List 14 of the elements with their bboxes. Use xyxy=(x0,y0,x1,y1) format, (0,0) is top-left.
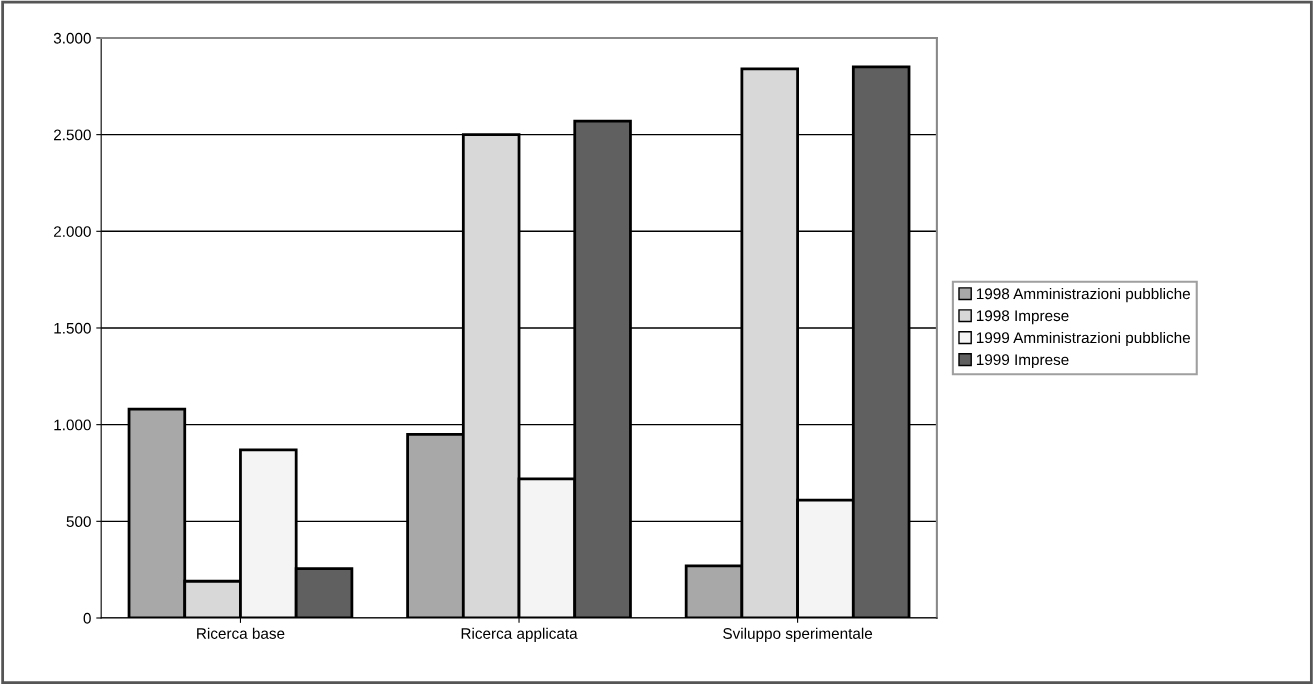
y-tick-label: 0 xyxy=(83,612,91,624)
legend-label: 1999 Imprese xyxy=(976,354,1069,369)
x-tick-label: Sviluppo sperimentale xyxy=(723,627,873,642)
y-tick-label: 2.500 xyxy=(54,129,91,141)
y-tick-label: 2.000 xyxy=(54,226,91,237)
x-tick-label: Ricerca base xyxy=(197,627,285,639)
y-tick-label: 500 xyxy=(66,516,91,528)
legend-label: 1998 Imprese xyxy=(976,310,1069,325)
y-tick-label: 1.000 xyxy=(54,419,91,431)
legend-label: 1999 Amministrazioni pubbliche xyxy=(976,331,1190,347)
y-tick-label: 1.500 xyxy=(54,322,91,334)
y-tick-label: 3.000 xyxy=(53,32,91,44)
x-tick-label: Ricerca applicata xyxy=(461,627,578,642)
legend-label: 1998 Amministrazioni pubbliche xyxy=(976,287,1190,303)
